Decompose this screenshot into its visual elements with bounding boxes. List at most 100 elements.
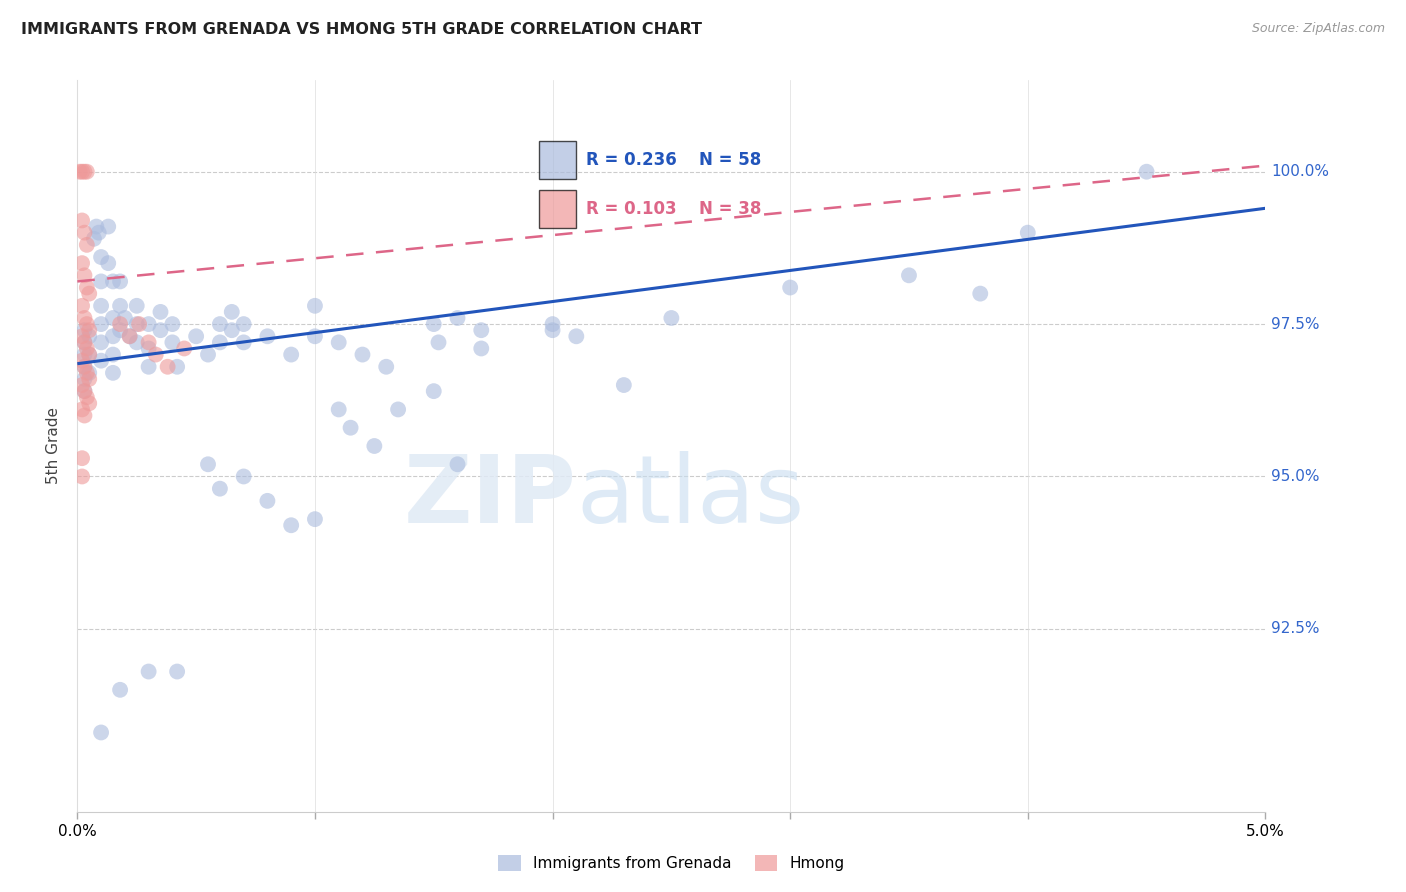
Point [77, 396, 100, 410]
Point [304, 512, 326, 526]
Point [375, 359, 398, 374]
Point [76, 342, 98, 356]
Point [70, 451, 93, 466]
Point [101, 348, 124, 362]
Point [108, 275, 131, 289]
Text: ZIP: ZIP [404, 451, 576, 543]
Point [76, 390, 98, 404]
Point [90, 299, 112, 313]
Point [77, 323, 100, 337]
Point [114, 311, 136, 326]
Point [541, 323, 564, 337]
Point [108, 323, 131, 337]
Point [125, 299, 148, 313]
Point [149, 323, 172, 337]
Point [208, 317, 231, 331]
Point [166, 359, 188, 374]
Point [156, 359, 179, 374]
Text: Source: ZipAtlas.com: Source: ZipAtlas.com [1251, 22, 1385, 36]
Point [101, 311, 124, 326]
Text: atlas: atlas [576, 451, 804, 543]
Point [446, 458, 468, 472]
Point [427, 335, 450, 350]
Point [470, 342, 492, 356]
Text: R = 0.103: R = 0.103 [586, 201, 676, 219]
Point [73, 335, 96, 350]
Point [125, 335, 148, 350]
Text: 95.0%: 95.0% [1271, 469, 1320, 484]
Point [77, 286, 100, 301]
Point [76, 366, 98, 380]
Point [70, 213, 93, 227]
Point [76, 238, 98, 252]
Point [76, 317, 98, 331]
Point [73, 335, 96, 350]
Point [232, 469, 254, 483]
Point [304, 299, 326, 313]
Y-axis label: 5th Grade: 5th Grade [46, 408, 62, 484]
Point [166, 665, 188, 679]
Point [108, 317, 131, 331]
Point [86, 219, 108, 234]
Point [328, 402, 350, 417]
Text: 100.0%: 100.0% [1271, 164, 1329, 179]
Point [197, 348, 219, 362]
Point [77, 372, 100, 386]
Point [73, 268, 96, 283]
Point [101, 329, 124, 343]
Point [87, 226, 110, 240]
Point [138, 342, 160, 356]
Point [1017, 226, 1039, 240]
Point [232, 335, 254, 350]
Point [149, 305, 172, 319]
Point [145, 348, 167, 362]
Point [470, 323, 492, 337]
Point [173, 342, 195, 356]
Point [70, 256, 93, 270]
Point [76, 164, 98, 178]
Point [186, 329, 208, 343]
Point [898, 268, 921, 283]
Legend: Immigrants from Grenada, Hmong: Immigrants from Grenada, Hmong [492, 849, 851, 877]
Point [128, 317, 150, 331]
Point [90, 335, 112, 350]
Point [363, 439, 385, 453]
Point [969, 286, 991, 301]
Point [90, 725, 112, 739]
Point [162, 317, 184, 331]
Point [352, 348, 374, 362]
FancyBboxPatch shape [540, 190, 576, 227]
Point [70, 469, 93, 483]
Point [73, 348, 96, 362]
Point [328, 335, 350, 350]
Text: R = 0.236: R = 0.236 [586, 151, 678, 169]
Point [73, 384, 96, 398]
Point [77, 348, 100, 362]
Point [97, 219, 120, 234]
Text: N = 58: N = 58 [699, 151, 761, 169]
Point [77, 329, 100, 343]
Point [138, 665, 160, 679]
Point [101, 275, 124, 289]
Point [73, 359, 96, 374]
Point [77, 366, 100, 380]
Point [73, 359, 96, 374]
Point [221, 305, 243, 319]
Point [280, 348, 302, 362]
Point [423, 317, 446, 331]
Point [73, 226, 96, 240]
Point [208, 482, 231, 496]
Point [83, 232, 105, 246]
Point [565, 329, 588, 343]
Point [77, 348, 100, 362]
Point [280, 518, 302, 533]
Point [69, 164, 91, 178]
Point [76, 280, 98, 294]
Point [256, 494, 278, 508]
Text: 92.5%: 92.5% [1271, 622, 1320, 636]
Point [108, 299, 131, 313]
Point [208, 335, 231, 350]
Point [162, 335, 184, 350]
Point [70, 353, 93, 368]
Point [256, 329, 278, 343]
